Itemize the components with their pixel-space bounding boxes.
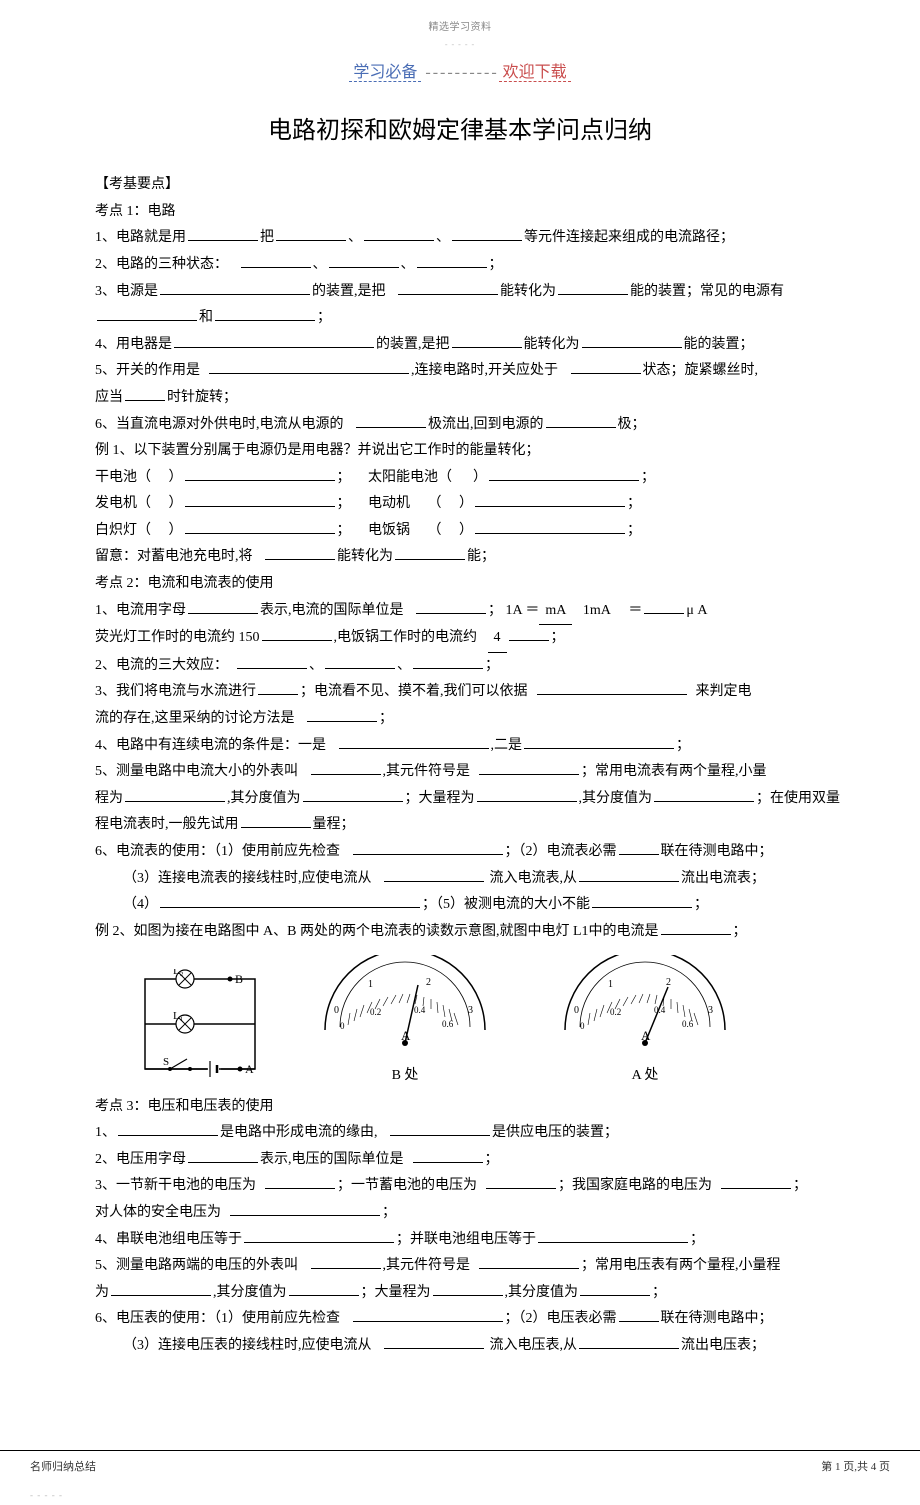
line-3-6: 6、电压表的使用：（1）使用前应先检查 ；（2）电压表必需联在待测电路中； [95,1306,825,1333]
line-1-5b: 应当时针旋转； [95,385,825,412]
footer-sub: - - - - - [0,1487,920,1504]
header-right: 欢迎下载 [499,64,571,82]
line-3-2: 2、电压用字母表示,电压的国际单位是 ； [95,1147,825,1174]
line-3-6b: （3）连接电压表的接线柱时,应使电流从 流入电压表,从流出电压表； [95,1333,825,1360]
diagram-row: L₂ B L₁ S [135,955,825,1089]
top-meta: 精选学习资料 [0,0,920,37]
topic3-heading: 考点 3：电压和电压表的使用 [95,1094,825,1121]
line-3-5b: 为,其分度值为；大量程为,其分度值为； [95,1280,825,1307]
svg-text:A: A [245,1062,254,1076]
line-2-5: 5、测量电路中电流大小的外表叫 ,其元件符号是 ；常用电流表有两个量程,小量 [95,759,825,786]
svg-text:1: 1 [608,979,613,990]
line-1-2: 2、电路的三种状态： 、、； [95,252,825,279]
topic2-heading: 考点 2：电流和电流表的使用 [95,571,825,598]
section-exam-base: 【考基要点】 [95,172,825,199]
line-2-3: 3、我们将电流与水流进行；电流看不见、摸不着,我们可以依据 来判定电 [95,679,825,706]
ammeter-A: 0 1 2 3 0 0.2 0.4 0.6 A A 处 [545,955,745,1089]
svg-text:L₁: L₁ [173,1010,184,1022]
svg-text:2: 2 [426,977,431,988]
line-2-6b: （3）连接电流表的接线柱时,应使电流从 流入电流表,从流出电流表； [95,866,825,893]
svg-text:0: 0 [580,1021,585,1031]
svg-text:0: 0 [334,1005,339,1016]
svg-text:0: 0 [574,1005,579,1016]
line-1-4: 4、用电器是的装置,是把能转化为能的装置； [95,332,825,359]
line-2-5c: 程电流表时,一般先试用量程； [95,812,825,839]
circuit-diagram: L₂ B L₁ S [135,969,265,1090]
line-2-1: 1、电流用字母表示,电流的国际单位是 ； 1A ＝mA 1mA ＝μ A [95,598,825,626]
line-3-3: 3、一节新干电池的电压为 ；一节蓄电池的电压为 ；我国家庭电路的电压为 ； [95,1173,825,1200]
svg-text:2: 2 [666,977,671,988]
sub-meta: - - - - - [0,37,920,52]
header-left: 学习必备 [349,64,421,82]
svg-text:3: 3 [468,1005,473,1016]
line-1-5: 5、开关的作用是 ,连接电路时,开关应处于 状态；旋紧螺丝时, [95,358,825,385]
meter-B-label: B 处 [305,1063,505,1090]
svg-text:B: B [235,972,243,986]
svg-text:S: S [163,1056,169,1068]
line-3-3b: 对人体的安全电压为 ； [95,1200,825,1227]
page-title: 电路初探和欧姆定律基本学问点归纳 [0,109,920,155]
line-3-5: 5、测量电路两端的电压的外表叫 ,其元件符号是 ；常用电压表有两个量程,小量程 [95,1253,825,1280]
svg-text:0.4: 0.4 [414,1005,426,1015]
svg-text:A: A [401,1028,411,1043]
line-bulb: 白炽灯（ ）； 电饭锅 （ ）； [95,518,825,545]
footer-divider [0,1450,920,1451]
svg-text:A: A [641,1028,651,1043]
line-1-3b: 和； [95,305,825,332]
content: 【考基要点】 考点 1：电路 1、电路就是用把、、等元件连接起来组成的电流路径；… [0,172,920,1359]
line-note: 留意：对蓄电池充电时,将 能转化为能； [95,544,825,571]
line-2-6: 6、电流表的使用：（1）使用前应先检查 ；（2）电流表必需联在待测电路中； [95,839,825,866]
example-1: 例 1、以下装置分别属于电源仍是用电器？并说出它工作时的能量转化； [95,438,825,465]
header-dash: - - - - - - - - - - [425,64,498,81]
line-1-1: 1、电路就是用把、、等元件连接起来组成的电流路径； [95,225,825,252]
svg-text:3: 3 [708,1005,713,1016]
topic1-heading: 考点 1：电路 [95,199,825,226]
meter-A-label: A 处 [545,1063,745,1090]
line-3-4: 4、串联电池组电压等于；并联电池组电压等于； [95,1227,825,1254]
line-2-4: 4、电路中有连续电流的条件是：一是 ,二是； [95,733,825,760]
footer-left: 名师归纳总结 [30,1457,96,1478]
footer-right: 第 1 页,共 4 页 [821,1457,890,1478]
line-1-6: 6、当直流电源对外供电时,电流从电源的 极流出,回到电源的极； [95,412,825,439]
line-1-3: 3、电源是的装置,是把 能转化为能的装置；常见的电源有 [95,279,825,306]
svg-text:0.2: 0.2 [610,1007,621,1017]
example-2: 例 2、如图为接在电路图中 A、B 两处的两个电流表的读数示意图,就图中电灯 L… [95,919,825,946]
footer: 名师归纳总结 第 1 页,共 4 页 [0,1451,920,1488]
svg-text:L₂: L₂ [173,969,184,977]
svg-text:0.6: 0.6 [442,1019,454,1029]
line-2-2: 2、电流的三大效应： 、、； [95,653,825,680]
line-2-5b: 程为,其分度值为；大量程为,其分度值为；在使用双量 [95,786,825,813]
line-drycell: 干电池（ ）； 太阳能电池（ ）； [95,465,825,492]
line-generator: 发电机（ ）； 电动机 （ ）； [95,491,825,518]
line-2-1b: 荧光灯工作时的电流约 150,电饭锅工作时的电流约 4； [95,625,825,653]
ammeter-B: 0 1 2 3 0 0.2 0.4 0.6 A B 处 [305,955,505,1089]
line-3-1: 1、是电路中形成电流的缘由, 是供应电压的装置； [95,1120,825,1147]
line-2-3b: 流的存在,这里采纳的讨论方法是 ； [95,706,825,733]
svg-text:0.2: 0.2 [370,1007,381,1017]
line-2-6c: （4）；（5）被测电流的大小不能； [95,892,825,919]
svg-text:0.6: 0.6 [682,1019,694,1029]
svg-text:1: 1 [368,979,373,990]
page-header: 学习必备 - - - - - - - - - - 欢迎下载 [0,58,920,88]
svg-text:0: 0 [340,1021,345,1031]
